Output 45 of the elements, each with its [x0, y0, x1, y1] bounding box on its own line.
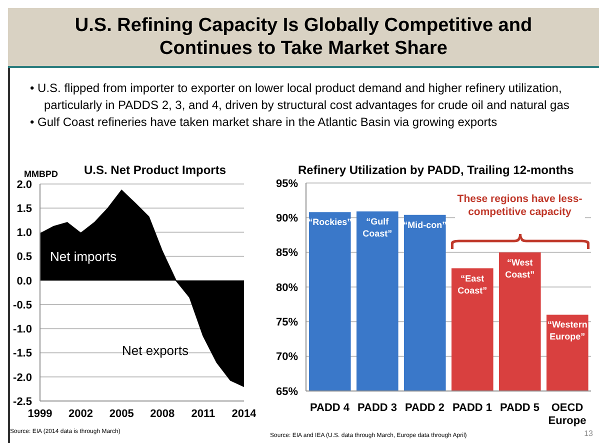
data-label: “Mid-con”: [403, 220, 447, 230]
x-tick-label: 2008: [150, 408, 175, 420]
y-tick-label: 70%: [276, 351, 298, 364]
y-tick-label: 2.0: [16, 178, 32, 191]
data-label: “East Coast”: [458, 273, 488, 296]
y-tick-label: -1.5: [13, 348, 32, 360]
data-label: “Rockies”: [308, 217, 352, 228]
y-tick-label: -2.5: [13, 396, 32, 408]
y-tick-label: 65%: [276, 386, 298, 398]
data-label: “Western Europe”: [547, 320, 588, 342]
x-tick-label: PADD 1: [452, 402, 492, 414]
y-tick-label: -0.5: [13, 299, 32, 312]
y-tick-label: 0.5: [16, 251, 32, 264]
y-tick-label: 80%: [276, 282, 298, 294]
y-tick-label: -2.0: [13, 372, 32, 384]
y-axis-title: MMBPD: [24, 169, 58, 179]
x-tick-label: 2011: [191, 408, 216, 420]
annotation: Net exports: [122, 343, 188, 358]
x-tick-label: 2002: [68, 408, 94, 420]
y-tick-label: 75%: [276, 316, 298, 329]
text: U.S. Refining Capacity Is Globally Competitive and Continues to Take Market Share: [74, 14, 534, 60]
chart-title: Refinery Utilization by PADD, Trailing 12-months: [298, 163, 574, 177]
x-tick-label: 2005: [109, 408, 134, 420]
x-tick-label: PADD 4: [310, 402, 350, 414]
y-tick-label: 0.0: [16, 275, 32, 288]
x-tick-label: OECD Europe: [548, 402, 586, 427]
y-tick-label: -1.0: [13, 324, 32, 336]
x-tick-label: 2014: [232, 408, 258, 420]
x-tick-label: PADD 2: [404, 402, 445, 414]
y-tick-label: 95%: [276, 178, 298, 190]
data-label: “West Coast”: [505, 257, 535, 280]
x-tick-label: PADD 5: [500, 402, 540, 414]
annotation: Net imports: [50, 249, 116, 264]
chart-title: U.S. Net Product Imports: [84, 163, 226, 177]
data-label: “Gulf Coast”: [362, 216, 392, 238]
x-tick-label: 1999: [28, 408, 52, 420]
y-tick-label: 90%: [276, 212, 298, 225]
text: • Gulf Coast refineries have taken market share in the Atlantic Basin via growing exports: [30, 114, 498, 131]
annotation: These regions have less-competitive capacity: [454, 192, 585, 219]
x-tick-label: PADD 3: [357, 402, 398, 414]
y-tick-label: 1.0: [16, 227, 32, 240]
y-tick-label: 85%: [276, 247, 298, 260]
text: 13: [584, 429, 593, 438]
y-tick-label: 1.5: [16, 203, 32, 216]
text: • U.S. flipped from importer to exporter on lower local product demand and higher refinery utilization, particularly in PADDS 2, 3, and 4, driven by structural cost advantages for crude oil and natural gas: [30, 80, 570, 114]
